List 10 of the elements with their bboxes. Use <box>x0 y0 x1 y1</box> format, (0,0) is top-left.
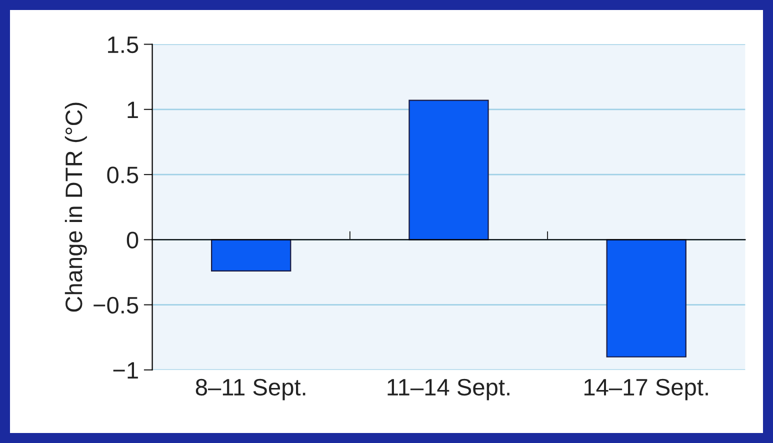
y-axis-title: Change in DTR (°C) <box>64 102 87 312</box>
x-tick-label: 14–17 Sept. <box>584 378 708 400</box>
x-tick-label: 8–11 Sept. <box>196 378 306 400</box>
y-tick-label: 1.5 <box>108 36 138 54</box>
x-tick-label: 11–14 Sept. <box>388 378 510 400</box>
y-tick-label: −0.5 <box>94 296 138 314</box>
y-tick-label: 0.5 <box>107 166 138 184</box>
y-tick-label: 0 <box>126 232 138 248</box>
y-tick-label: 1 <box>128 102 138 118</box>
y-tick-label: −1 <box>113 362 138 378</box>
